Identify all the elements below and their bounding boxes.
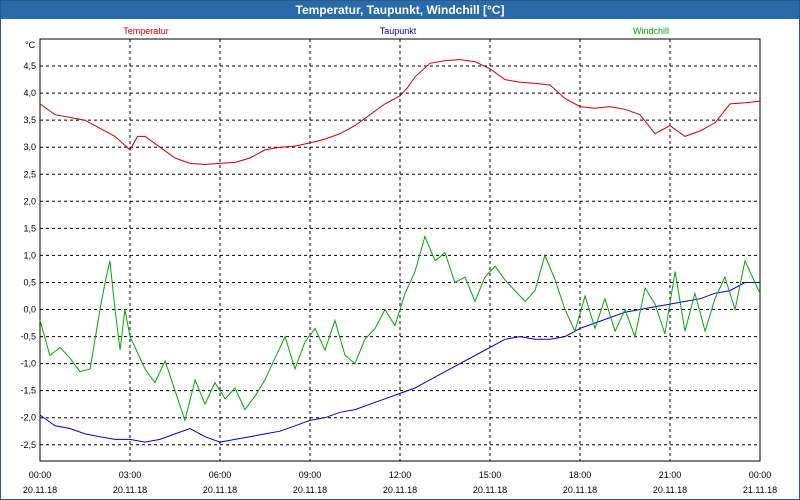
y-tick-label: 2,0	[23, 196, 36, 206]
x-tick-time: 09:00	[299, 470, 322, 480]
y-tick-label: 1,0	[23, 250, 36, 260]
y-axis-label: °C	[25, 40, 36, 50]
series-line-windchill	[39, 234, 761, 423]
x-tick-time: 03:00	[119, 470, 142, 480]
x-tick-date: 21.11.18	[743, 485, 777, 495]
y-tick-label: 1,5	[23, 223, 36, 233]
x-tick-time: 18:00	[569, 470, 592, 480]
y-tick-label: 0,5	[23, 277, 36, 287]
x-tick-time: 00:00	[749, 470, 772, 480]
y-tick-label: -2,5	[20, 440, 36, 450]
series-lines	[39, 59, 761, 443]
legend-windchill: Windchill	[633, 26, 669, 36]
y-tick-label: 3,0	[23, 142, 36, 152]
series-line-taupunkt	[39, 282, 760, 443]
y-tick-label: -2,0	[20, 413, 36, 423]
x-tick-date: 20.11.18	[23, 485, 57, 495]
x-tick-date: 20.11.18	[293, 485, 327, 495]
x-tick-date: 20.11.18	[653, 485, 687, 495]
y-tick-label: 0,0	[23, 305, 36, 315]
x-tick-time: 15:00	[479, 470, 502, 480]
y-tick-label: 4,5	[23, 61, 36, 71]
x-tick-time: 21:00	[659, 470, 682, 480]
x-tick-date: 20.11.18	[203, 485, 237, 495]
y-tick-label: -0,5	[20, 332, 36, 342]
x-axis-ticks: 00:00 20.11.18 03:00 20.11.18 06:00 20.11.18 0…	[23, 470, 777, 495]
x-tick-time: 06:00	[209, 470, 232, 480]
y-axis-ticks: 4,5 4,0 3,5 3,0 2,5 2,0 1,5 1,0 0,5 0,0 -0,5 -1,0 -1…	[20, 61, 36, 450]
y-tick-label: 2,5	[23, 169, 36, 179]
legend-taupunkt: Taupunkt	[380, 26, 417, 36]
series-line-temperatur	[39, 59, 761, 166]
x-tick-date: 20.11.18	[563, 485, 597, 495]
x-tick-date: 20.11.18	[113, 485, 147, 495]
legend-temperatur: Temperatur	[123, 26, 169, 36]
y-tick-label: 4,0	[23, 88, 36, 98]
x-tick-time: 12:00	[389, 470, 412, 480]
window-title: Temperatur, Taupunkt, Windchill [°C]	[1, 1, 799, 19]
y-tick-label: -1,0	[20, 359, 36, 369]
x-tick-date: 20.11.18	[383, 485, 417, 495]
y-tick-label: 3,5	[23, 115, 36, 125]
x-tick-time: 00:00	[29, 470, 52, 480]
y-tick-label: -1,5	[20, 386, 36, 396]
x-tick-date: 20.11.18	[473, 485, 507, 495]
